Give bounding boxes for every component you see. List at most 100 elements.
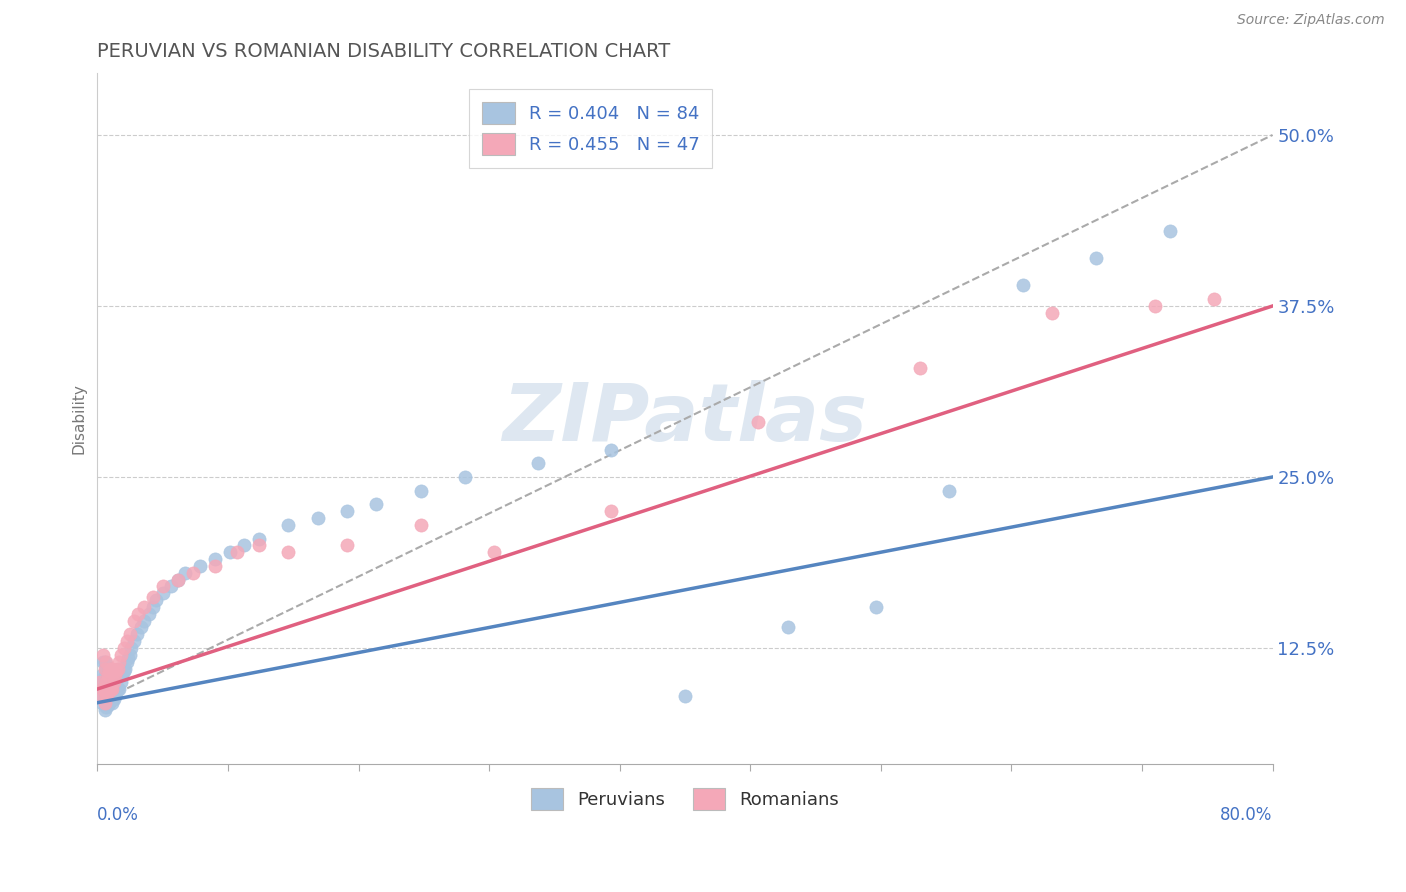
Point <box>104 689 127 703</box>
Point <box>98 661 121 675</box>
Point <box>938 483 960 498</box>
Point <box>1202 292 1225 306</box>
Point <box>93 689 115 703</box>
Point <box>104 675 127 690</box>
Point <box>96 681 118 696</box>
Point <box>112 640 135 655</box>
Point <box>409 483 432 498</box>
Point <box>89 675 111 690</box>
Point <box>91 648 114 662</box>
Point <box>127 607 149 621</box>
Point <box>107 661 129 675</box>
Point <box>145 593 167 607</box>
Point <box>336 538 359 552</box>
Point <box>1085 251 1108 265</box>
Point <box>1159 224 1181 238</box>
Point <box>117 650 139 665</box>
Point <box>600 504 623 518</box>
Point <box>131 620 153 634</box>
Point <box>908 360 931 375</box>
Point <box>104 668 127 682</box>
Point <box>97 686 120 700</box>
Point <box>90 689 112 703</box>
Point <box>105 685 128 699</box>
Point <box>91 689 114 703</box>
Point <box>103 675 125 690</box>
Point <box>112 665 135 679</box>
Point <box>409 517 432 532</box>
Point <box>107 681 129 696</box>
Point <box>98 681 121 696</box>
Point <box>188 558 211 573</box>
Text: ZIPatlas: ZIPatlas <box>502 380 868 458</box>
Point <box>233 538 256 552</box>
Point <box>100 661 122 675</box>
Point <box>103 681 125 696</box>
Point <box>93 661 115 675</box>
Point <box>111 668 134 682</box>
Point <box>108 681 131 696</box>
Point <box>336 504 359 518</box>
Point <box>105 668 128 682</box>
Point <box>101 681 124 696</box>
Point <box>90 696 112 710</box>
Point <box>247 532 270 546</box>
Point <box>96 689 118 703</box>
Point <box>110 648 132 662</box>
Point <box>307 511 329 525</box>
Point <box>98 675 121 690</box>
Point <box>98 681 121 696</box>
Point <box>101 661 124 675</box>
Point <box>142 599 165 614</box>
Point <box>747 415 769 429</box>
Point <box>673 689 696 703</box>
Point <box>125 627 148 641</box>
Point <box>122 614 145 628</box>
Point <box>91 655 114 669</box>
Point <box>97 665 120 679</box>
Point <box>174 566 197 580</box>
Point <box>114 661 136 675</box>
Point <box>97 668 120 682</box>
Point <box>218 545 240 559</box>
Text: PERUVIAN VS ROMANIAN DISABILITY CORRELATION CHART: PERUVIAN VS ROMANIAN DISABILITY CORRELAT… <box>97 42 671 61</box>
Point <box>101 689 124 703</box>
Legend: Peruvians, Romanians: Peruvians, Romanians <box>523 780 846 817</box>
Point <box>527 456 550 470</box>
Point <box>865 599 887 614</box>
Point <box>100 691 122 706</box>
Point <box>90 668 112 682</box>
Point <box>204 552 226 566</box>
Point <box>96 675 118 690</box>
Point <box>122 634 145 648</box>
Point <box>91 675 114 690</box>
Y-axis label: Disability: Disability <box>72 384 86 454</box>
Point <box>93 696 115 710</box>
Point <box>96 661 118 675</box>
Point <box>167 573 190 587</box>
Text: 0.0%: 0.0% <box>97 805 139 823</box>
Point <box>97 681 120 695</box>
Point <box>600 442 623 457</box>
Point <box>101 668 124 682</box>
Point <box>100 678 122 692</box>
Point <box>453 470 475 484</box>
Point <box>98 689 121 703</box>
Point <box>181 566 204 580</box>
Point <box>93 668 115 682</box>
Point <box>138 607 160 621</box>
Point <box>1011 278 1033 293</box>
Point <box>103 691 125 706</box>
Point <box>120 640 142 655</box>
Point <box>776 620 799 634</box>
Point <box>152 579 174 593</box>
Point <box>108 661 131 675</box>
Point <box>98 665 121 679</box>
Point <box>93 681 115 696</box>
Point <box>1040 306 1063 320</box>
Point <box>142 591 165 605</box>
Point <box>93 655 115 669</box>
Point <box>152 586 174 600</box>
Point <box>97 691 120 706</box>
Point <box>159 579 181 593</box>
